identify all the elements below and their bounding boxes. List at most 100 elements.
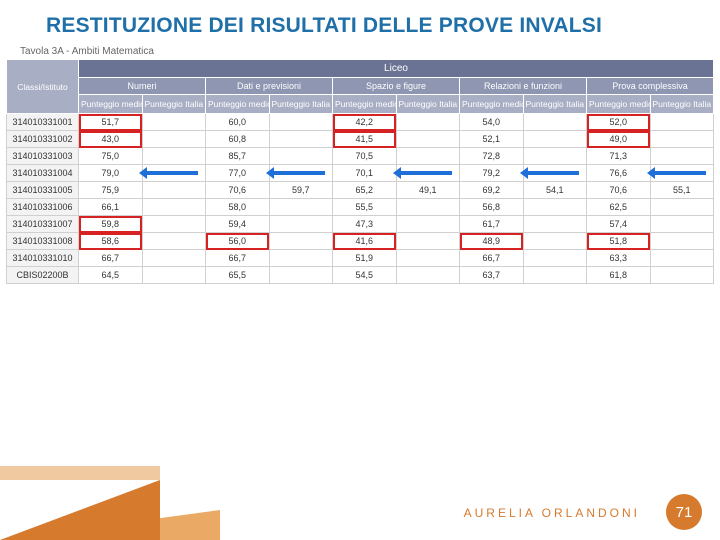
data-cell: 59,8 [79,216,143,233]
data-cell: 79,2 [460,165,524,182]
data-cell: 70,5 [333,148,397,165]
data-cell [142,199,206,216]
data-cell: 49,0 [587,131,651,148]
data-cell: 51,9 [333,250,397,267]
data-cell [142,233,206,250]
data-cell: 66,7 [79,250,143,267]
data-cell [142,182,206,199]
band-liceo: Liceo [79,60,714,78]
data-cell [269,131,333,148]
data-cell: 56,8 [460,199,524,216]
data-cell: 70,6 [587,182,651,199]
row-id: 314010331010 [7,250,79,267]
data-cell: 58,0 [206,199,270,216]
data-cell: 48,9 [460,233,524,250]
table-caption: Tavola 3A - Ambiti Matematica [0,44,720,59]
footer-triangle [0,480,160,540]
data-cell [142,131,206,148]
data-cell: 66,7 [460,250,524,267]
sub-header: Punteggio Italia [269,95,333,114]
data-cell [523,131,587,148]
data-cell [269,233,333,250]
arrow-icon [400,171,452,175]
data-cell: 64,5 [79,267,143,284]
data-cell: 69,2 [460,182,524,199]
group-header: Spazio e figure [333,78,460,95]
data-cell [650,233,714,250]
group-header: Prova complessiva [587,78,714,95]
data-cell [396,148,460,165]
table-container: Classi/IstitutoLiceoNumeriDati e previsi… [0,59,720,284]
row-id: 314010331005 [7,182,79,199]
sub-header: Punteggio medio [206,95,270,114]
sub-header: Punteggio medio [333,95,397,114]
row-id: CBIS02200B [7,267,79,284]
arrow-icon [146,171,198,175]
data-cell [396,233,460,250]
data-cell [396,267,460,284]
data-cell: 70,6 [206,182,270,199]
arrow-icon [273,171,325,175]
data-cell [142,216,206,233]
data-cell: 54,5 [333,267,397,284]
data-cell: 65,2 [333,182,397,199]
data-cell: 54,1 [523,182,587,199]
sub-header: Punteggio medio [587,95,651,114]
data-cell: 62,5 [587,199,651,216]
sub-header: Punteggio medio [79,95,143,114]
data-cell: 42,2 [333,114,397,131]
data-cell: 60,8 [206,131,270,148]
data-cell [523,114,587,131]
data-cell [142,267,206,284]
data-cell [650,114,714,131]
data-cell [650,131,714,148]
data-cell [650,267,714,284]
data-cell [396,250,460,267]
group-header: Numeri [79,78,206,95]
data-cell [269,250,333,267]
data-cell [523,216,587,233]
data-cell [650,148,714,165]
row-id: 314010331003 [7,148,79,165]
data-cell [523,199,587,216]
row-id: 314010331002 [7,131,79,148]
page-title: RESTITUZIONE DEI RISULTATI DELLE PROVE I… [0,0,720,44]
data-cell: 58,6 [79,233,143,250]
data-cell: 66,1 [79,199,143,216]
data-cell [523,233,587,250]
row-id: 314010331008 [7,233,79,250]
data-cell [269,199,333,216]
data-cell [523,250,587,267]
data-cell: 61,8 [587,267,651,284]
data-cell: 41,6 [333,233,397,250]
data-cell [269,114,333,131]
data-cell: 85,7 [206,148,270,165]
data-cell: 57,4 [587,216,651,233]
data-cell [142,114,206,131]
sub-header: Punteggio Italia [396,95,460,114]
row-id: 314010331007 [7,216,79,233]
data-cell: 63,7 [460,267,524,284]
arrow-icon [654,171,706,175]
data-cell [650,216,714,233]
data-cell [396,114,460,131]
data-cell [523,267,587,284]
data-cell: 72,8 [460,148,524,165]
data-cell: 52,0 [587,114,651,131]
data-cell: 43,0 [79,131,143,148]
sub-header: Punteggio Italia [142,95,206,114]
sub-header: Punteggio medio [460,95,524,114]
data-cell: 60,0 [206,114,270,131]
data-cell: 56,0 [206,233,270,250]
data-cell: 75,0 [79,148,143,165]
data-cell: 41,5 [333,131,397,148]
data-cell: 70,1 [333,165,397,182]
data-cell [650,250,714,267]
data-cell: 47,3 [333,216,397,233]
data-cell: 77,0 [206,165,270,182]
group-header: Dati e previsioni [206,78,333,95]
col-classes: Classi/Istituto [7,60,79,114]
data-cell: 59,4 [206,216,270,233]
data-cell: 71,3 [587,148,651,165]
data-cell: 55,1 [650,182,714,199]
